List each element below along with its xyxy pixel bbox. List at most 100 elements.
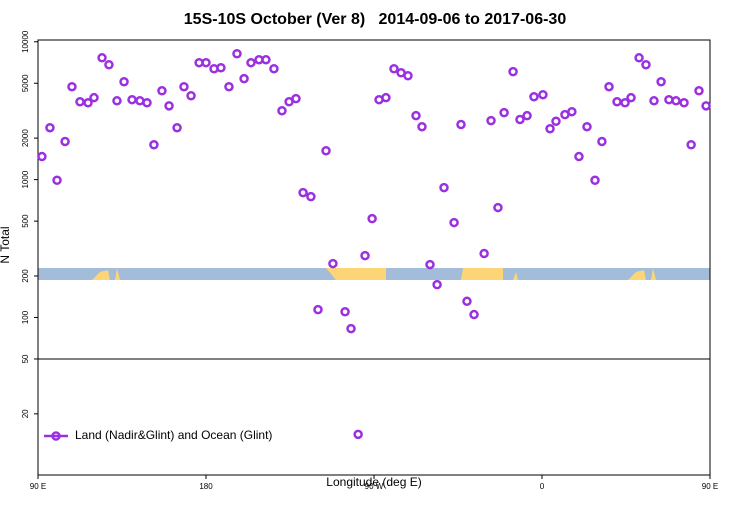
point [389, 64, 399, 74]
x-axis-label: Longitude (deg E) [326, 475, 421, 489]
point [306, 191, 316, 202]
point [456, 119, 466, 130]
land-patch [92, 268, 656, 280]
point [626, 92, 636, 103]
point [439, 182, 449, 193]
point [499, 107, 509, 118]
point [469, 309, 479, 320]
point [634, 53, 644, 63]
point [545, 123, 555, 134]
point [360, 250, 370, 261]
y-tick-label: 200 [21, 269, 30, 283]
point [321, 145, 331, 156]
x-tick-label: 180 [199, 482, 213, 491]
y-tick-label: 500 [21, 214, 30, 228]
point [353, 429, 363, 440]
x-tick-label: 90 W [365, 482, 384, 491]
point [37, 151, 47, 162]
point [694, 86, 704, 96]
point [119, 76, 129, 87]
point [164, 101, 174, 111]
point [172, 122, 182, 133]
point [403, 70, 413, 81]
point [567, 106, 577, 117]
point [232, 48, 242, 59]
point [52, 175, 62, 185]
point [149, 140, 159, 150]
point [551, 116, 561, 127]
y-tick-label: 100 [21, 310, 30, 324]
point [381, 92, 391, 103]
point [179, 81, 189, 92]
point [104, 60, 114, 70]
point [604, 81, 614, 92]
x-tick-label: 90 E [702, 482, 718, 491]
point [246, 57, 256, 68]
point [60, 136, 70, 147]
point [201, 57, 211, 68]
y-tick-label: 50 [21, 354, 30, 363]
chart-title: 15S-10S October (Ver 8) 2014-09-06 to 20… [184, 11, 567, 28]
y-tick-label: 2000 [21, 129, 30, 147]
land-patch [461, 268, 503, 280]
point [112, 96, 122, 106]
point [340, 307, 350, 317]
point [157, 86, 167, 96]
point [83, 98, 93, 108]
point [479, 248, 489, 259]
point [97, 53, 107, 63]
point [679, 98, 689, 108]
point [529, 92, 539, 102]
point [367, 213, 377, 224]
point [67, 81, 77, 92]
point [449, 217, 459, 228]
legend-label: Land (Nadir&Glint) and Ocean (Glint) [75, 428, 272, 442]
point [515, 114, 525, 125]
surface-strip [38, 268, 710, 280]
x-tick-label: 90 E [30, 482, 46, 491]
point [277, 105, 287, 116]
point [493, 202, 503, 213]
point [186, 90, 196, 101]
point [522, 110, 532, 121]
point [656, 76, 666, 87]
point [417, 121, 427, 132]
point [216, 62, 226, 73]
point [574, 151, 584, 162]
land-patch [326, 268, 386, 280]
point [411, 110, 421, 121]
y-tick-label: 20 [21, 409, 30, 418]
point [142, 98, 152, 108]
y-tick-label: 10000 [21, 30, 30, 53]
point [582, 121, 592, 132]
point [313, 304, 323, 315]
point [641, 60, 651, 70]
y-axis-label: N Total [0, 226, 12, 263]
point [686, 140, 696, 150]
point [291, 93, 301, 104]
point [328, 258, 338, 269]
point [45, 122, 55, 133]
point [508, 66, 518, 77]
point [269, 64, 279, 74]
point [649, 96, 659, 106]
point [89, 92, 99, 103]
point [239, 73, 249, 84]
point [538, 89, 548, 100]
point [671, 96, 681, 106]
point [425, 259, 435, 270]
point [597, 136, 607, 147]
point [346, 323, 356, 334]
point [224, 81, 234, 92]
point [590, 175, 600, 185]
y-tick-label: 1000 [21, 170, 30, 188]
point [432, 279, 442, 290]
point [462, 296, 472, 307]
point [701, 101, 711, 111]
point [261, 54, 271, 65]
legend-marker [51, 431, 61, 441]
point [298, 187, 308, 198]
y-tick-label: 5000 [21, 74, 30, 92]
